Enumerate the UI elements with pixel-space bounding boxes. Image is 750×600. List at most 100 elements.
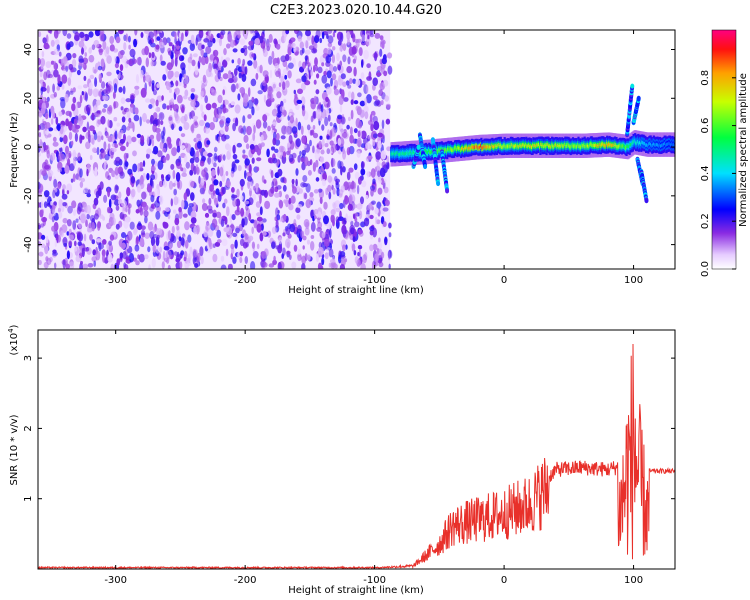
noise-blob [84, 92, 88, 102]
noise-blob [58, 51, 62, 57]
noise-blob [115, 156, 121, 164]
noise-blob [40, 94, 43, 101]
noise-blob [260, 142, 265, 148]
noise-blob [234, 68, 238, 77]
noise-blob [180, 237, 185, 246]
noise-blob [132, 122, 135, 133]
noise-blob [203, 52, 208, 58]
noise-blob [178, 126, 183, 132]
noise-blob [82, 126, 87, 133]
noise-blob [288, 154, 294, 163]
noise-blob [302, 175, 308, 183]
spectrogram-ylabel: Frequency (Hz) [9, 112, 20, 188]
noise-blob [317, 168, 321, 174]
noise-blob [305, 30, 311, 37]
noise-blob [276, 159, 281, 165]
noise-blob [282, 232, 286, 237]
noise-blob [370, 110, 376, 117]
noise-blob [115, 205, 120, 211]
noise-blob [346, 66, 353, 74]
noise-blob [106, 55, 112, 64]
snr-background [38, 330, 675, 569]
noise-blob [318, 140, 322, 149]
noise-blob [310, 221, 316, 232]
noise-blob [388, 222, 392, 229]
noise-blob [236, 205, 240, 213]
noise-blob [56, 124, 61, 131]
noise-blob [249, 30, 253, 35]
noise-blob [223, 198, 228, 204]
noise-blob [190, 34, 195, 44]
noise-blob [63, 242, 67, 248]
noise-blob [240, 195, 244, 201]
noise-blob [280, 177, 285, 183]
noise-blob [247, 45, 254, 51]
noise-blob [338, 95, 344, 105]
noise-blob [77, 85, 83, 90]
noise-blob [288, 56, 292, 61]
noise-blob [283, 34, 287, 42]
noise-blob [171, 225, 175, 234]
noise-blob [184, 142, 189, 149]
noise-blob [255, 72, 259, 80]
noise-blob [82, 57, 89, 65]
noise-blob [354, 171, 360, 180]
noise-blob [160, 120, 164, 126]
noise-blob [285, 199, 289, 208]
noise-blob [79, 134, 83, 144]
noise-blob [286, 250, 291, 255]
noise-blob [91, 112, 95, 121]
noise-blob [364, 111, 369, 120]
noise-blob [72, 208, 77, 216]
noise-blob [267, 125, 271, 132]
noise-blob [120, 145, 126, 152]
noise-blob [146, 173, 150, 181]
noise-blob [38, 259, 42, 266]
noise-blob [213, 63, 218, 69]
noise-blob [376, 65, 383, 72]
noise-blob [66, 219, 72, 227]
noise-blob [212, 37, 216, 44]
colorbar-tick-label: 0.0 [700, 261, 711, 277]
noise-blob [145, 57, 149, 68]
noise-blob [346, 171, 351, 181]
noise-blob [295, 168, 299, 176]
noise-blob [315, 89, 320, 95]
noise-blob [123, 160, 128, 170]
spectrogram-xtick-label: 100 [624, 275, 643, 286]
noise-blob [167, 213, 171, 220]
noise-blob [272, 137, 277, 146]
noise-blob [181, 172, 187, 177]
noise-blob [301, 255, 307, 265]
noise-blob [379, 48, 383, 57]
noise-blob [54, 262, 57, 269]
noise-blob [205, 55, 209, 65]
noise-blob [353, 128, 358, 134]
noise-blob [359, 47, 363, 56]
noise-blob [218, 113, 222, 120]
noise-blob [297, 224, 302, 234]
noise-blob [291, 261, 297, 269]
noise-blob [262, 114, 268, 122]
noise-blob [360, 168, 366, 176]
noise-blob [330, 77, 333, 87]
noise-blob [126, 153, 129, 159]
noise-blob [329, 228, 332, 238]
noise-blob [147, 221, 154, 231]
noise-blob [40, 200, 44, 210]
noise-blob [145, 98, 151, 103]
noise-blob [101, 81, 106, 89]
noise-blob [152, 244, 157, 253]
noise-blob [243, 45, 248, 50]
noise-blob [236, 142, 242, 148]
noise-blob [301, 107, 306, 117]
noise-blob [276, 185, 282, 190]
noise-blob [224, 216, 228, 225]
noise-blob [183, 95, 188, 100]
noise-blob [242, 125, 246, 135]
noise-blob [163, 156, 167, 164]
noise-blob [280, 135, 286, 140]
noise-blob [354, 221, 360, 228]
noise-blob [295, 78, 302, 84]
noise-blob [226, 43, 231, 49]
